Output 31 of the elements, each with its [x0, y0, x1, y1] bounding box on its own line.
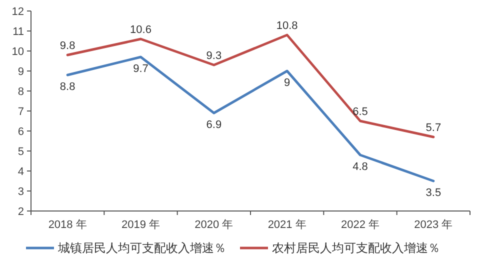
x-tick-label: 2018 年: [48, 219, 87, 231]
y-tick-label: 3: [18, 186, 24, 198]
y-tick-label: 10: [12, 46, 24, 58]
legend-label: 城镇居民人均可支配收入增速％: [57, 241, 226, 255]
data-label: 9.8: [60, 40, 76, 52]
x-tick-label: 2019 年: [121, 219, 160, 231]
data-label: 9.3: [206, 50, 222, 62]
legend-label: 农村居民人均可支配收入增速％: [272, 241, 440, 255]
x-tick-label: 2021 年: [268, 219, 306, 231]
y-tick-label: 6: [18, 126, 24, 138]
x-tick-label: 2023 年: [414, 219, 453, 231]
data-label: 10.8: [276, 20, 298, 32]
data-label: 4.8: [352, 161, 368, 173]
y-tick-label: 12: [12, 6, 24, 18]
data-label: 5.7: [426, 122, 442, 134]
data-label: 9: [284, 77, 290, 89]
y-tick-label: 9: [18, 66, 24, 78]
data-label: 9.7: [133, 63, 148, 75]
y-tick-label: 8: [18, 86, 24, 98]
y-tick-label: 11: [12, 26, 24, 38]
y-tick-label: 7: [18, 106, 24, 118]
y-tick-label: 4: [18, 166, 24, 178]
y-tick-label: 5: [18, 146, 24, 158]
x-tick-label: 2022 年: [340, 219, 380, 231]
data-label: 6.9: [206, 119, 222, 131]
data-label: 3.5: [426, 187, 442, 199]
data-label: 6.5: [352, 106, 368, 118]
data-label: 10.6: [130, 24, 152, 36]
x-tick-label: 2020 年: [194, 219, 234, 231]
data-label: 8.8: [60, 81, 76, 93]
y-tick-label: 2: [18, 206, 24, 218]
